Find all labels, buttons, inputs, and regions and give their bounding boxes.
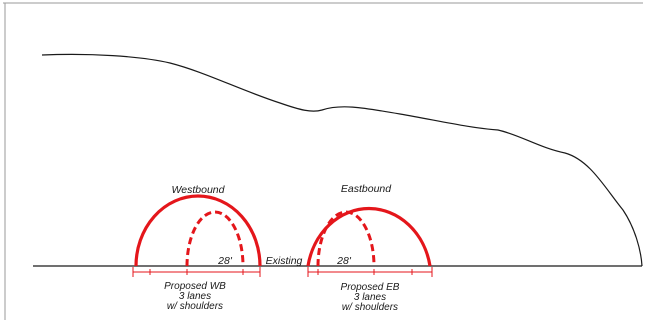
westbound-direction-label: Westbound [172, 184, 226, 196]
eastbound-tunnel-outline [306, 206, 432, 267]
westbound-tunnel [132, 194, 262, 277]
eastbound-caption-line2: 3 lanes [354, 292, 386, 303]
westbound-caption-line3: w/ shoulders [167, 301, 223, 312]
eastbound-direction-label: Eastbound [341, 183, 392, 195]
eastbound-span-label: 28' [336, 255, 352, 267]
existing-tunnel-outline-east [316, 210, 376, 267]
eastbound-caption-line3: w/ shoulders [342, 302, 398, 313]
existing-label: Existing [266, 255, 303, 267]
westbound-span-label: 28' [217, 255, 233, 267]
eastbound-caption-line1: Proposed EB [341, 282, 400, 293]
existing-tunnel-outline-west [185, 210, 245, 267]
ground-surface-profile [41, 53, 643, 267]
westbound-tunnel-outline [134, 194, 262, 267]
westbound-caption-line2: 3 lanes [179, 291, 211, 302]
westbound-caption-line1: Proposed WB [164, 281, 226, 292]
eastbound-tunnel [306, 206, 433, 277]
